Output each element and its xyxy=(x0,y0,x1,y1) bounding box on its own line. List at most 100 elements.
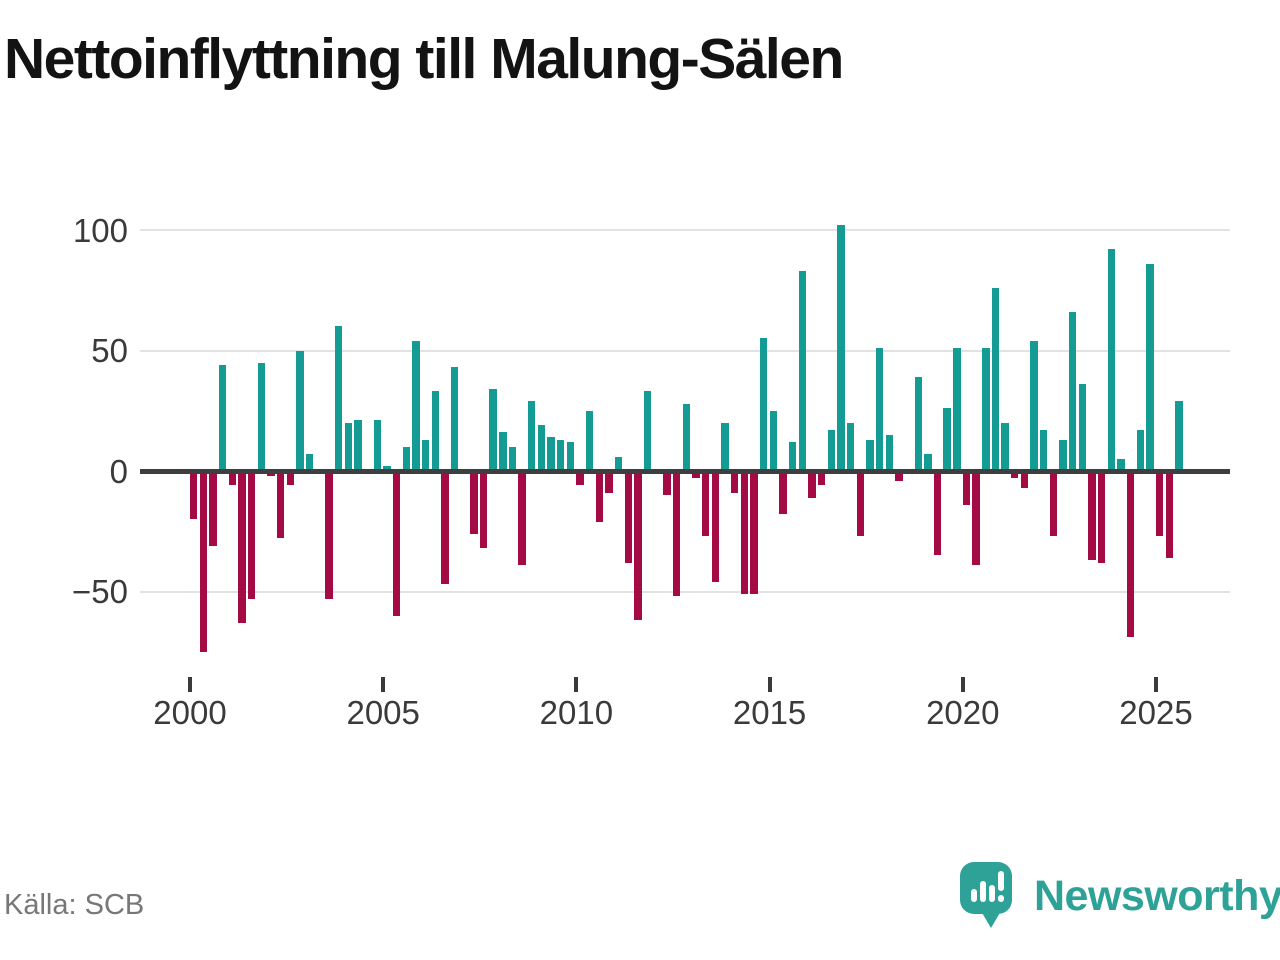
bar xyxy=(933,471,942,556)
bar xyxy=(982,348,990,471)
bar xyxy=(276,471,285,539)
bar xyxy=(692,471,700,479)
bar xyxy=(354,420,362,471)
bar xyxy=(334,326,343,471)
bar xyxy=(431,391,439,471)
x-axis-tick xyxy=(1154,677,1158,692)
gridline xyxy=(140,229,1230,231)
bar xyxy=(1098,471,1106,563)
bar xyxy=(1011,471,1019,479)
bar xyxy=(305,454,314,471)
bar xyxy=(788,442,797,471)
bar xyxy=(1117,458,1125,471)
bar xyxy=(624,471,633,563)
bar xyxy=(914,377,922,471)
x-axis-tick-label: 2010 xyxy=(539,694,614,731)
zero-axis-line xyxy=(140,468,1230,474)
x-axis-tick-label: 2025 xyxy=(1119,694,1193,731)
bar xyxy=(875,348,884,471)
logo-bar-chart-icon xyxy=(989,885,995,902)
y-axis-tick-label: 50 xyxy=(91,332,128,369)
bar xyxy=(1030,340,1038,471)
bar xyxy=(479,471,488,549)
bar xyxy=(740,471,748,594)
bar xyxy=(518,471,526,565)
bar xyxy=(673,471,681,597)
bar xyxy=(605,471,613,493)
bar xyxy=(1020,471,1029,488)
bar xyxy=(209,471,217,546)
bar xyxy=(634,471,642,621)
bar xyxy=(837,225,845,471)
bar xyxy=(1040,430,1048,471)
bar xyxy=(199,471,208,652)
bar xyxy=(499,432,507,471)
bar xyxy=(344,422,352,471)
bar xyxy=(1049,471,1058,537)
bar xyxy=(1001,422,1009,471)
bar xyxy=(1069,311,1077,471)
newsworthy-wordmark: Newsworthy xyxy=(1034,872,1280,920)
bar xyxy=(1175,401,1183,471)
y-axis-tick-label: −50 xyxy=(72,573,128,610)
bar xyxy=(615,456,623,471)
newsworthy-logo: Newsworthy xyxy=(958,858,1280,938)
bar xyxy=(846,422,855,471)
bar xyxy=(644,391,652,471)
bar xyxy=(779,471,787,515)
x-axis-tick-label: 2020 xyxy=(926,694,1000,731)
bar xyxy=(730,471,739,493)
logo-exclamation-icon xyxy=(998,895,1004,902)
bar xyxy=(402,446,410,471)
bar xyxy=(827,430,835,471)
bar xyxy=(682,403,691,471)
bar xyxy=(701,471,710,537)
bar xyxy=(972,471,980,565)
bar xyxy=(537,425,546,471)
bar xyxy=(470,471,478,534)
x-axis-tick xyxy=(574,677,579,692)
bar xyxy=(1107,249,1116,471)
x-axis-tick-label: 2000 xyxy=(153,694,227,731)
bar xyxy=(962,471,971,505)
bar xyxy=(924,454,932,471)
source-label: Källa: SCB xyxy=(4,889,145,921)
bar xyxy=(1059,439,1067,471)
logo-exclamation-icon xyxy=(998,871,1004,891)
bar xyxy=(286,471,294,486)
bar xyxy=(218,364,227,471)
bar xyxy=(817,471,826,486)
bar xyxy=(576,471,584,486)
x-axis-tick xyxy=(767,677,772,692)
newsworthy-logo-icon-tail xyxy=(978,906,1004,928)
bar xyxy=(528,401,536,471)
bar xyxy=(441,471,449,585)
bar xyxy=(547,437,555,471)
chart-title: Nettoinflyttning till Malung-Sälen xyxy=(4,27,844,91)
bar xyxy=(808,471,816,498)
bar xyxy=(943,408,951,471)
newsworthy-logo-icon xyxy=(960,862,1012,914)
bar xyxy=(759,338,768,471)
bar xyxy=(325,471,333,599)
bar xyxy=(1165,471,1174,558)
bar xyxy=(412,340,420,471)
bar xyxy=(508,446,517,471)
bar xyxy=(866,439,874,471)
bar xyxy=(450,367,459,471)
bar xyxy=(373,420,381,471)
gridline xyxy=(140,349,1230,352)
bar xyxy=(566,442,575,471)
x-axis-tick xyxy=(381,677,386,692)
bar xyxy=(711,471,720,582)
bar xyxy=(856,471,864,537)
bar xyxy=(247,471,256,599)
bar xyxy=(885,434,893,471)
bar xyxy=(721,422,729,471)
y-axis-tick-label: 100 xyxy=(72,211,128,249)
bar xyxy=(238,471,246,623)
gridline xyxy=(140,590,1230,593)
bar xyxy=(296,350,304,471)
